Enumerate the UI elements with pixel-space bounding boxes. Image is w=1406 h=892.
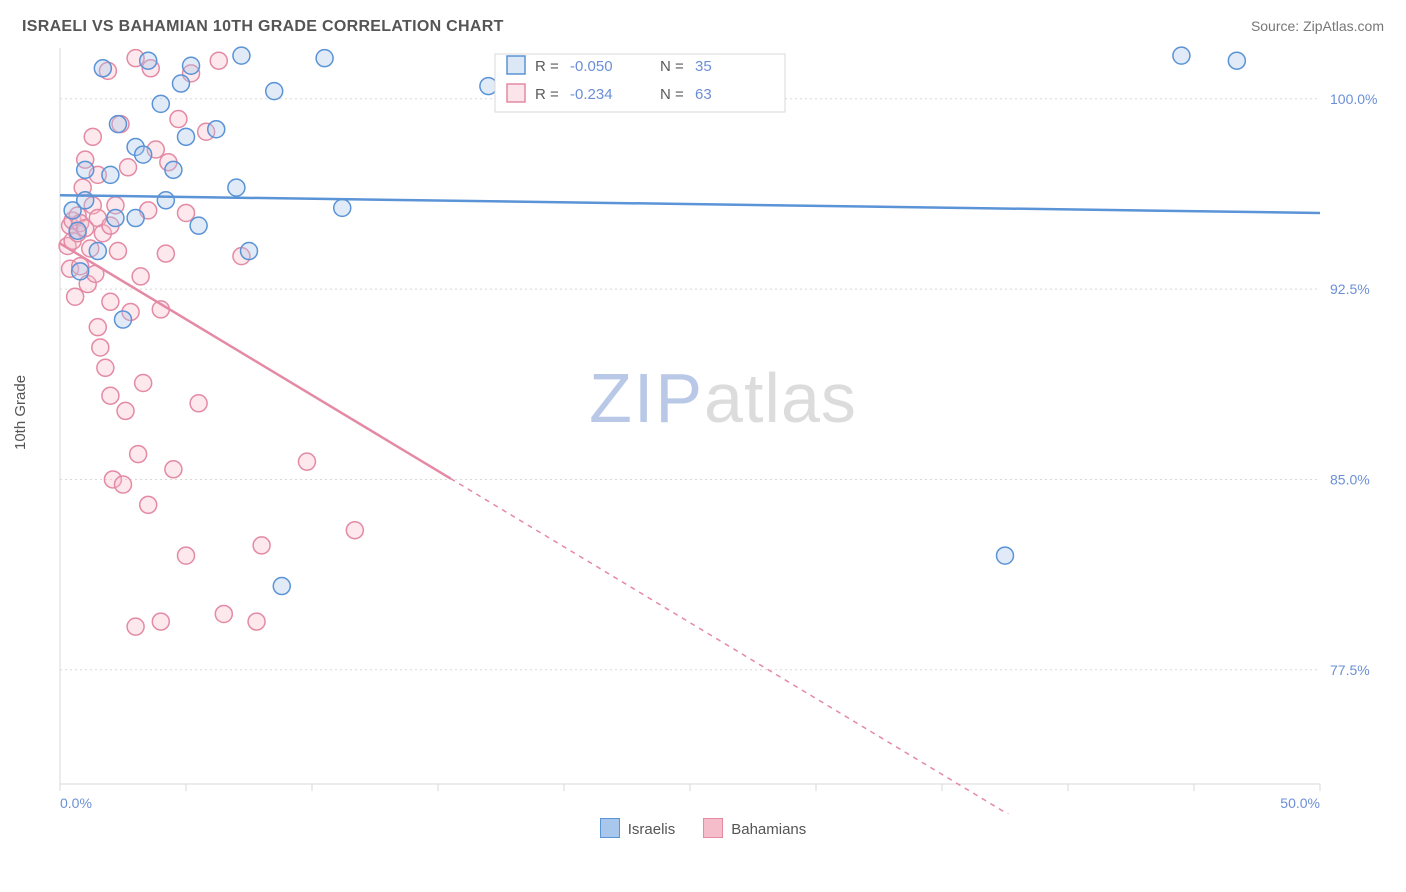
israelis-point [334,199,351,216]
israelis-point [109,116,126,133]
bahamians-point [117,402,134,419]
israelis-point [127,210,144,227]
israelis-point [94,60,111,77]
bahamians-point [97,359,114,376]
bahamians-point [92,339,109,356]
israelis-point [140,52,157,69]
israelis-point [233,47,250,64]
israelis-point [1173,47,1190,64]
legend-r-label: R = [535,86,559,103]
bahamians-point [109,243,126,260]
israelis-point [72,263,89,280]
bahamians-point [215,605,232,622]
bahamians-point [178,204,195,221]
scatter-plot: 77.5% 85.0% 92.5% 100.0% 0.0% 50.0% R = -0.050 N… [50,44,1390,814]
israelis-point [77,161,94,178]
israelis-point [102,166,119,183]
bahamians-point [178,547,195,564]
israelis-point [190,217,207,234]
bottom-legend-item: Bahamians [703,818,806,838]
bahamians-point [127,618,144,635]
y-axis-label: 10th Grade [12,375,29,450]
legend-r-value: -0.050 [570,58,613,75]
israelis-point [152,95,169,112]
bottom-legend: Israelis Bahamians [0,818,1406,838]
israelis-point [1228,52,1245,69]
bahamians-point [346,522,363,539]
bahamians-point [102,293,119,310]
y-tick-label: 92.5% [1330,281,1370,297]
source-label: Source: ZipAtlas.com [1251,18,1384,34]
bahamians-point [157,245,174,262]
israelis-point [178,128,195,145]
legend-n-label: N = [660,86,684,103]
legend-r-value: -0.234 [570,86,613,103]
bahamians-point [89,319,106,336]
israelis-point [115,311,132,328]
bahamians-point [67,288,84,305]
legend-n-value: 35 [695,58,712,75]
israelis-point [89,243,106,260]
israelis-point [273,578,290,595]
bahamians-point [170,111,187,128]
bahamians-point [135,375,152,392]
israelis-point [69,222,86,239]
bahamians-point [120,159,137,176]
y-tick-label: 100.0% [1330,91,1377,107]
israelis-point [228,179,245,196]
legend-n-value: 63 [695,86,712,103]
israelis-point [157,192,174,209]
bahamians-point [140,496,157,513]
bahamians-point [165,461,182,478]
bahamians-point [132,268,149,285]
source-link[interactable]: ZipAtlas.com [1303,18,1384,34]
bahamians-point [190,395,207,412]
bahamians-point [115,476,132,493]
israelis-point [165,161,182,178]
legend-swatch [507,84,525,102]
legend-r-label: R = [535,58,559,75]
x-tick-label: 50.0% [1280,795,1320,811]
israelis-point [183,57,200,74]
bahamians-point [248,613,265,630]
bahamians-point [152,613,169,630]
israelis-point [135,146,152,163]
bahamians-point [102,387,119,404]
bottom-legend-item: Israelis [600,818,676,838]
bahamians-point [130,446,147,463]
bahamians-trend-dashed [451,479,1169,814]
israelis-point [997,547,1014,564]
israelis-point [241,243,258,260]
bahamians-point [210,52,227,69]
israelis-point [172,75,189,92]
legend-n-label: N = [660,58,684,75]
israelis-point [266,83,283,100]
y-tick-label: 85.0% [1330,471,1370,487]
legend-swatch [703,818,723,838]
israelis-trend-solid [60,195,1320,213]
legend-label: Bahamians [731,821,806,838]
israelis-point [107,210,124,227]
chart-title: ISRAELI VS BAHAMIAN 10TH GRADE CORRELATI… [22,18,504,36]
bahamians-trend-solid [60,243,451,478]
israelis-point [316,50,333,67]
y-tick-label: 77.5% [1330,662,1370,678]
bahamians-point [298,453,315,470]
x-tick-label: 0.0% [60,795,92,811]
bahamians-point [253,537,270,554]
legend-swatch [600,818,620,838]
israelis-point [480,78,497,95]
legend-swatch [507,56,525,74]
bahamians-point [84,128,101,145]
israelis-point [208,121,225,138]
legend-label: Israelis [628,821,676,838]
